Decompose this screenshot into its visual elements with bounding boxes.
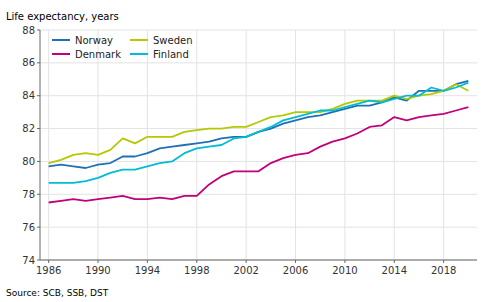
y-tick: [37, 260, 40, 261]
x-tick-label: 2010: [332, 265, 357, 276]
grid-line-x: [196, 30, 197, 260]
x-tick-label: 1990: [85, 265, 110, 276]
y-tick: [37, 95, 40, 96]
x-tick: [443, 260, 444, 263]
legend-label: Denmark: [75, 49, 121, 60]
y-tick-label: 76: [22, 222, 35, 233]
legend-swatch: [52, 53, 70, 55]
x-tick-label: 1998: [184, 265, 209, 276]
series-line: [49, 83, 469, 183]
x-tick: [196, 260, 197, 263]
grid-line-x: [443, 30, 444, 260]
y-tick-label: 80: [22, 156, 35, 167]
legend-swatch: [52, 39, 70, 41]
x-tick: [295, 260, 296, 263]
grid-line-x: [295, 30, 296, 260]
grid: [40, 30, 477, 260]
y-tick-label: 88: [22, 25, 35, 36]
y-tick: [37, 30, 40, 31]
x-tick-label: 2002: [233, 265, 258, 276]
y-tick-label: 84: [22, 90, 35, 101]
x-tick-label: 2006: [283, 265, 308, 276]
legend-swatch: [130, 39, 148, 41]
grid-line-x: [344, 30, 345, 260]
grid-line-y: [40, 30, 477, 31]
grid-line-y: [40, 128, 477, 129]
grid-line-y: [40, 194, 477, 195]
y-tick: [37, 194, 40, 195]
x-tick: [344, 260, 345, 263]
x-tick-label: 1986: [36, 265, 61, 276]
source-note: Source: SCB, SSB, DST: [6, 288, 109, 298]
legend-label: Finland: [153, 49, 189, 60]
grid-line-y: [40, 62, 477, 63]
grid-line-x: [246, 30, 247, 260]
legend-label: Sweden: [153, 35, 193, 46]
legend-swatch: [130, 53, 148, 55]
y-tick: [37, 227, 40, 228]
axes: 74 76 78 80 82 84 86 88 1986 1990 1994 1998 2002 2006…: [22, 25, 456, 277]
grid-line-y: [40, 161, 477, 162]
y-axis-line: [40, 30, 41, 260]
chart: 74 76 78 80 82 84 86 88 1986 1990 1994 1998 2002 2006…: [0, 0, 491, 302]
x-tick: [98, 260, 99, 263]
y-tick-label: 86: [22, 57, 35, 68]
x-tick: [246, 260, 247, 263]
series-line: [49, 107, 469, 202]
x-axis-line: [40, 260, 477, 261]
grid-line-x: [98, 30, 99, 260]
legend: Norway Sweden Denmark Finland: [52, 35, 193, 60]
y-tick-label: 74: [22, 255, 35, 266]
y-tick-label: 82: [22, 123, 35, 134]
x-tick-label: 1994: [135, 265, 160, 276]
grid-line-x: [48, 30, 49, 260]
x-tick-label: 2018: [431, 265, 456, 276]
x-tick-label: 2014: [382, 265, 407, 276]
legend-label: Norway: [75, 35, 113, 46]
lines: [49, 81, 469, 203]
y-tick: [37, 161, 40, 162]
y-tick: [37, 128, 40, 129]
grid-line-x: [147, 30, 148, 260]
grid-line-y: [40, 227, 477, 228]
y-axis-label: Life expectancy, years: [6, 11, 119, 22]
x-tick: [147, 260, 148, 263]
series-line: [49, 81, 469, 168]
grid-line-x: [394, 30, 395, 260]
x-tick: [48, 260, 49, 263]
y-tick-label: 78: [22, 189, 35, 200]
x-tick: [394, 260, 395, 263]
y-tick: [37, 62, 40, 63]
grid-line-y: [40, 260, 477, 261]
